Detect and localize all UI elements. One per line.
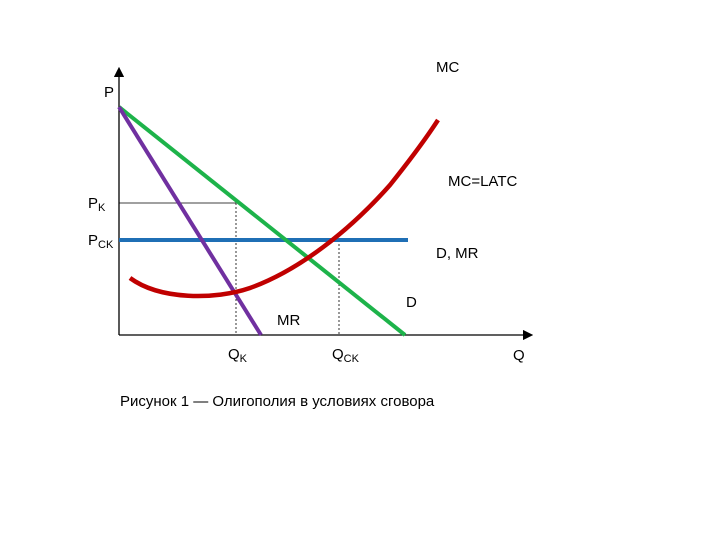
psk-label-sub: CK — [98, 239, 114, 251]
mr-label: MR — [277, 312, 300, 329]
psk-label: PCK — [88, 232, 114, 251]
pk-label-sub: K — [98, 202, 106, 214]
price-axis-label: P — [104, 84, 114, 101]
demand-curve — [117, 105, 407, 337]
quantity-axis-label: Q — [513, 347, 525, 364]
marginal-revenue-curve — [117, 105, 263, 337]
qk-label-sub: K — [240, 353, 248, 365]
demand-label: D — [406, 294, 417, 311]
figure-caption: Рисунок 1 — Олигополия в условиях сговор… — [120, 393, 435, 410]
marginal-cost-curve — [128, 118, 440, 299]
qsk-label-main: Q — [332, 346, 344, 363]
qsk-label-sub: CK — [344, 353, 360, 365]
pk-label-main: P — [88, 195, 98, 212]
qk-label: QK — [228, 346, 248, 365]
qsk-label: QCK — [332, 346, 360, 365]
mc-latc-label: MC=LATC — [448, 173, 517, 190]
psk-label-main: P — [88, 232, 98, 249]
pk-label: PK — [88, 195, 106, 214]
mc-label: MC — [436, 59, 459, 76]
d-mr-label: D, MR — [436, 245, 479, 262]
qk-label-main: Q — [228, 346, 240, 363]
